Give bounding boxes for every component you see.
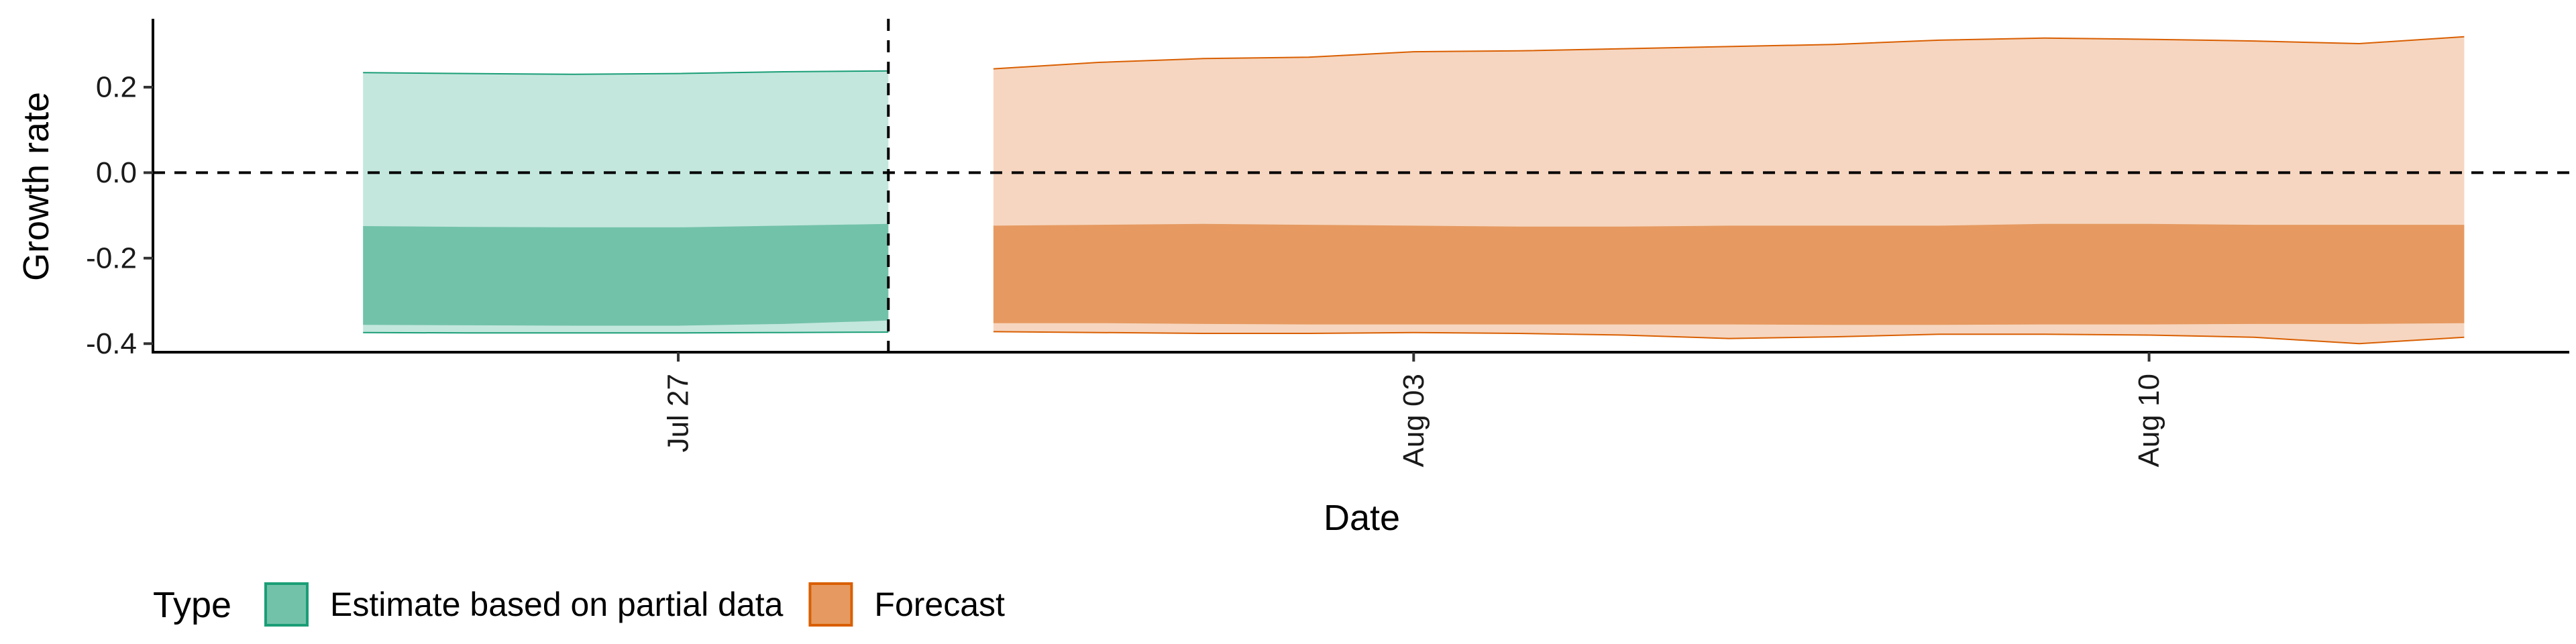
- chart-axes: [152, 19, 2569, 354]
- x-tick-label: Aug 03: [1397, 374, 1430, 467]
- chart-bands: [363, 36, 2465, 345]
- x-ticks: Jul 27 Aug 03 Aug 10: [662, 352, 2165, 467]
- forecast-inner-band: [993, 223, 2465, 325]
- x-tick-label: Aug 10: [2133, 374, 2165, 467]
- y-tick-label: 0.2: [96, 70, 137, 103]
- estimate-based-on-partial-data-inner-band: [363, 223, 889, 326]
- x-axis-title: Date: [1324, 498, 1400, 538]
- estimate-based-on-partial-data-legend-label: Estimate based on partial data: [330, 586, 784, 623]
- forecast-upper-edge: [993, 36, 2465, 70]
- y-ticks: 0.2 0.0 -0.2 -0.4: [86, 70, 153, 360]
- y-axis-title: Growth rate: [16, 92, 56, 281]
- y-tick-label: -0.4: [86, 327, 137, 360]
- legend-items: Estimate based on partial data Forecast: [264, 582, 1005, 627]
- legend-title: Type: [153, 585, 231, 625]
- forecast-legend-label: Forecast: [874, 586, 1005, 623]
- y-tick-label: 0.0: [96, 156, 137, 189]
- estimate-based-on-partial-data-upper-edge: [363, 70, 889, 75]
- reference-lines: [153, 19, 2569, 352]
- x-tick-label: Jul 27: [662, 374, 695, 452]
- estimate-based-on-partial-data-lower-edge: [363, 331, 889, 334]
- forecast-lower-edge: [993, 331, 2465, 345]
- legend: Type Estimate based on partial data Forec…: [153, 582, 1005, 627]
- forecast-legend-swatch: [808, 582, 853, 627]
- y-tick-label: -0.2: [86, 241, 137, 274]
- estimate-based-on-partial-data-legend-swatch: [264, 582, 309, 627]
